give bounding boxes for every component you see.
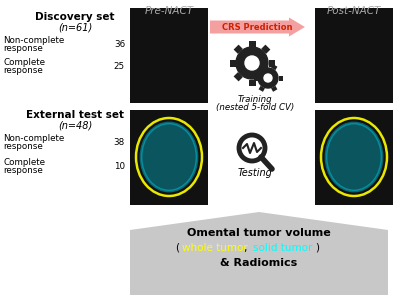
- Polygon shape: [271, 86, 278, 92]
- Text: External test set: External test set: [26, 110, 124, 120]
- Polygon shape: [261, 45, 270, 54]
- Polygon shape: [130, 212, 388, 295]
- Polygon shape: [261, 72, 270, 81]
- Polygon shape: [258, 64, 265, 70]
- Text: response: response: [3, 66, 43, 75]
- Bar: [315, 8, 393, 103]
- Text: solid tumor: solid tumor: [253, 243, 312, 253]
- Circle shape: [258, 68, 278, 88]
- Text: Non-complete: Non-complete: [3, 134, 64, 143]
- Polygon shape: [234, 72, 243, 81]
- Text: & Radiomics: & Radiomics: [220, 258, 298, 268]
- Polygon shape: [278, 76, 282, 80]
- Bar: [315, 110, 393, 205]
- Text: whole tumor: whole tumor: [182, 243, 248, 253]
- Text: 36: 36: [114, 40, 125, 49]
- Text: CRS Prediction: CRS Prediction: [222, 22, 292, 32]
- Text: (nested 5-fold CV): (nested 5-fold CV): [216, 103, 294, 112]
- Text: Complete: Complete: [3, 158, 45, 167]
- Polygon shape: [230, 59, 236, 67]
- Text: Discovery set: Discovery set: [35, 12, 115, 22]
- Polygon shape: [271, 64, 278, 70]
- Circle shape: [245, 56, 259, 70]
- Text: ,: ,: [244, 243, 251, 253]
- Text: Complete: Complete: [3, 58, 45, 67]
- Polygon shape: [254, 76, 258, 80]
- Text: 10: 10: [114, 162, 125, 171]
- Text: Omental tumor volume: Omental tumor volume: [187, 228, 331, 238]
- Polygon shape: [268, 59, 274, 67]
- Text: Pre-NACT: Pre-NACT: [144, 6, 194, 16]
- Polygon shape: [258, 86, 265, 92]
- Text: ): ): [315, 243, 319, 253]
- Polygon shape: [234, 45, 243, 54]
- Text: 38: 38: [114, 138, 125, 147]
- Text: Post-NACT: Post-NACT: [327, 6, 381, 16]
- FancyArrow shape: [210, 17, 305, 37]
- Polygon shape: [248, 40, 256, 46]
- Text: response: response: [3, 142, 43, 151]
- Text: (: (: [175, 243, 179, 253]
- Text: 25: 25: [114, 62, 125, 71]
- Text: (n=61): (n=61): [58, 22, 92, 32]
- Circle shape: [264, 74, 272, 82]
- Text: (n=48): (n=48): [58, 120, 92, 130]
- Text: Testing: Testing: [238, 168, 272, 178]
- Bar: [130, 110, 208, 205]
- Text: response: response: [3, 166, 43, 175]
- Ellipse shape: [326, 123, 382, 191]
- Bar: [130, 8, 208, 103]
- Text: Training: Training: [238, 95, 272, 104]
- Circle shape: [236, 47, 268, 79]
- Ellipse shape: [141, 123, 197, 191]
- Text: response: response: [3, 44, 43, 53]
- Text: Non-complete: Non-complete: [3, 36, 64, 45]
- Polygon shape: [248, 80, 256, 85]
